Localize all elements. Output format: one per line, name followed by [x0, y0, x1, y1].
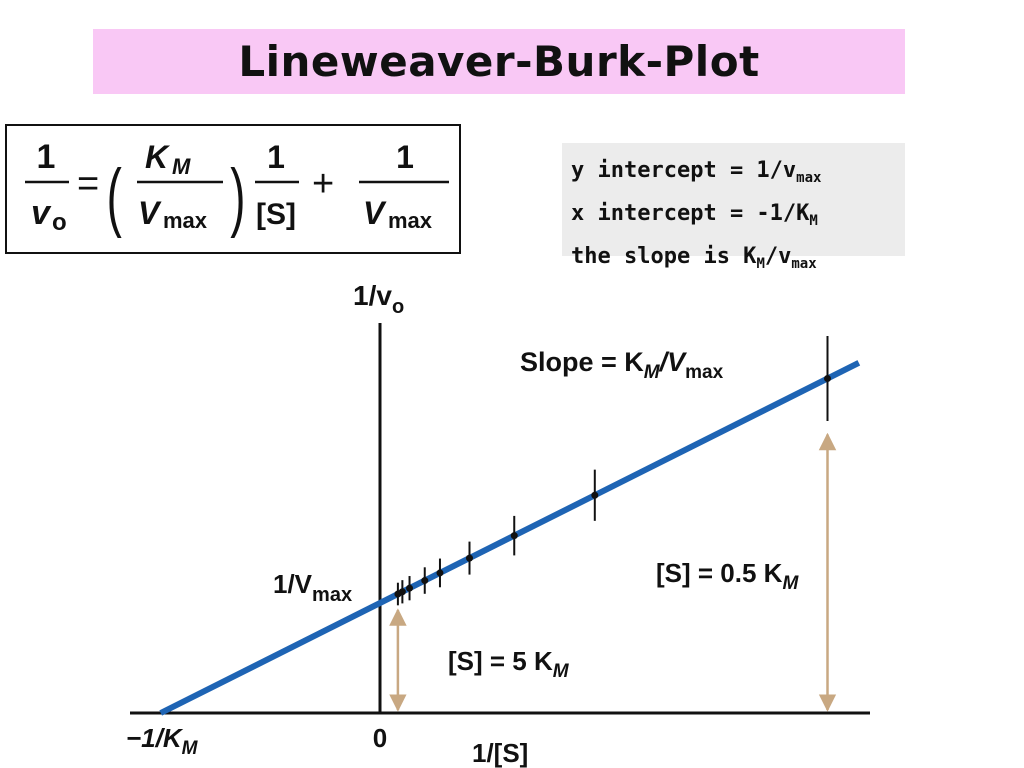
data-point-3 [406, 584, 414, 592]
data-point-4 [421, 577, 429, 585]
data-point-2 [398, 588, 406, 596]
data-point-8 [591, 491, 599, 499]
km-sub: M [172, 154, 191, 179]
km-symbol: K [145, 139, 171, 175]
note-y-intercept-text: y intercept = 1/v [571, 158, 797, 183]
intercept-notes: y intercept = 1/vmax x intercept = -1/KM… [562, 143, 905, 272]
last-numerator: 1 [396, 139, 414, 175]
close-paren: ) [230, 154, 245, 239]
lhs-denominator-sub: o [52, 209, 67, 236]
data-point-7 [510, 532, 518, 540]
x-axis-label: 1/[S] [472, 738, 528, 768]
note-y-intercept: y intercept = 1/vmax [571, 153, 905, 196]
data-points [394, 336, 831, 606]
note-y-intercept-sub: max [796, 170, 822, 186]
plus-sign: + [312, 163, 334, 205]
note-x-intercept-sub: M [809, 213, 818, 229]
note-x-intercept: x intercept = -1/KM [571, 196, 905, 239]
note-slope-text: the slope is K [571, 244, 757, 269]
last-denominator: V [363, 195, 387, 231]
note-slope-mid: /v [764, 244, 792, 269]
equation-svg: 1 v o = ( K M V max ) 1 [S] + 1 V max [25, 138, 449, 239]
title-banner: Lineweaver-Burk-Plot [93, 29, 905, 94]
y-axis-label: 1/vo [353, 280, 404, 318]
annotation-high-substrate: [S] = 0.5 KM [656, 558, 799, 594]
slope-label: Slope = KM/Vmax [520, 347, 724, 383]
last-denominator-sub: max [388, 208, 433, 233]
vmax-symbol: V [138, 195, 162, 231]
note-x-intercept-text: x intercept = -1/K [571, 201, 810, 226]
data-point-5 [436, 569, 444, 577]
vmax-sub: max [163, 208, 208, 233]
annotation-low-substrate: [S] = 5 KM [448, 646, 570, 682]
data-point-9 [824, 375, 831, 383]
data-point-6 [466, 554, 473, 562]
note-slope-sub-1: M [756, 256, 765, 272]
open-paren: ( [107, 154, 122, 239]
regression-line [159, 360, 861, 716]
x-origin-label: 0 [373, 723, 387, 753]
page-title: Lineweaver-Burk-Plot [238, 37, 760, 86]
note-slope: the slope is KM/vmax [571, 239, 905, 282]
y-intercept-label: 1/Vmax [273, 569, 352, 606]
x-intercept-label: −1/KM [126, 723, 199, 759]
lineweaver-burk-equation: 1 v o = ( K M V max ) 1 [S] + 1 V max [5, 124, 461, 254]
note-slope-sub-2: max [791, 256, 817, 272]
lhs-denominator: v [31, 194, 52, 232]
equals-sign: = [77, 163, 99, 205]
lhs-numerator: 1 [37, 138, 56, 176]
term-numerator: 1 [267, 139, 285, 175]
term-denominator: [S] [256, 198, 296, 231]
